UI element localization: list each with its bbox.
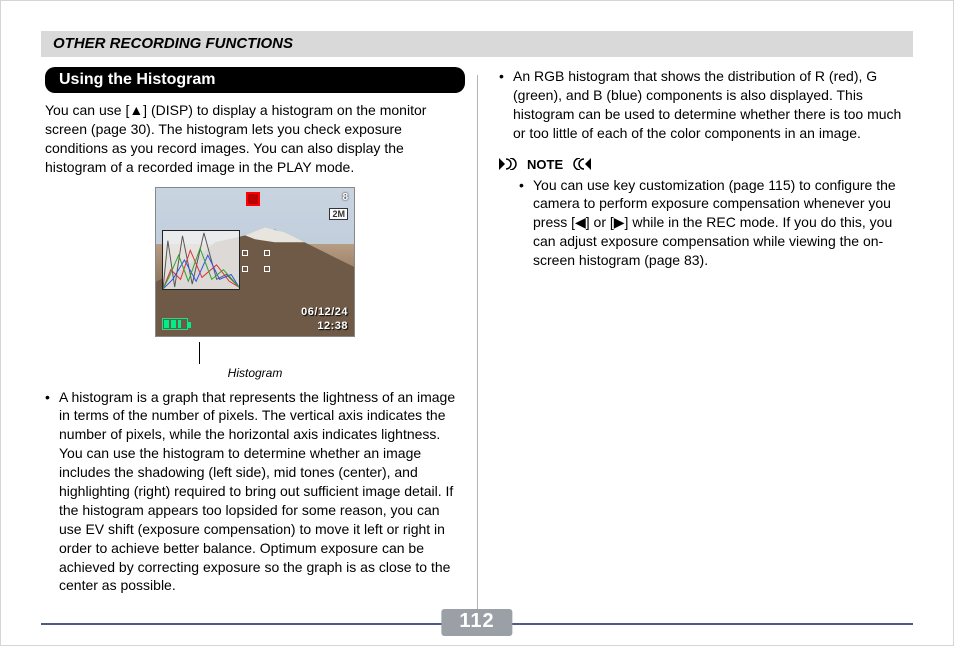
hist-line-white (163, 232, 239, 288)
focus-bracket (242, 250, 270, 272)
bullet-marker: • (499, 67, 513, 143)
histogram-lines (163, 231, 239, 289)
page-footer: 112 (41, 623, 913, 625)
figure: 8 2M 06/12/24 12:38 (45, 187, 465, 380)
left-column: Using the Histogram You can use [▲] (DIS… (41, 67, 477, 603)
bullet-marker: • (45, 388, 59, 596)
note-heading: NOTE (499, 157, 909, 172)
camera-lcd-mock: 8 2M 06/12/24 12:38 (155, 187, 355, 337)
right-bullet: • An RGB histogram that shows the distri… (499, 67, 909, 143)
note-glyph-right (569, 158, 591, 170)
note-label: NOTE (527, 157, 563, 172)
right-column: • An RGB histogram that shows the distri… (477, 67, 913, 603)
section-header-text: OTHER RECORDING FUNCTIONS (53, 35, 293, 52)
image-size-badge: 2M (329, 208, 348, 220)
page-number: 112 (441, 609, 512, 636)
note-bullet: • You can use key customization (page 11… (499, 176, 909, 270)
record-icon (246, 192, 260, 206)
battery-icon (162, 318, 188, 330)
histogram-overlay (162, 230, 240, 290)
column-divider (477, 75, 478, 625)
note-bullet-text: You can use key customization (page 115)… (533, 176, 909, 270)
caption-leader-line (199, 342, 200, 364)
shots-remaining: 8 (342, 192, 348, 203)
intro-paragraph: You can use [▲] (DISP) to display a hist… (45, 101, 465, 177)
two-column-layout: Using the Histogram You can use [▲] (DIS… (41, 67, 913, 603)
page: OTHER RECORDING FUNCTIONS Using the Hist… (0, 0, 954, 646)
left-bullet: • A histogram is a graph that represents… (45, 388, 465, 596)
left-bullet-text: A histogram is a graph that represents t… (59, 388, 465, 596)
overlay-time: 12:38 (317, 320, 348, 332)
subsection-title: Using the Histogram (45, 67, 465, 93)
right-bullet-text: An RGB histogram that shows the distribu… (513, 67, 909, 143)
figure-caption: Histogram (45, 366, 465, 380)
note-glyph-left (499, 158, 521, 170)
overlay-date: 06/12/24 (301, 306, 348, 318)
section-header-bar: OTHER RECORDING FUNCTIONS (41, 31, 913, 57)
bullet-marker: • (519, 176, 533, 270)
